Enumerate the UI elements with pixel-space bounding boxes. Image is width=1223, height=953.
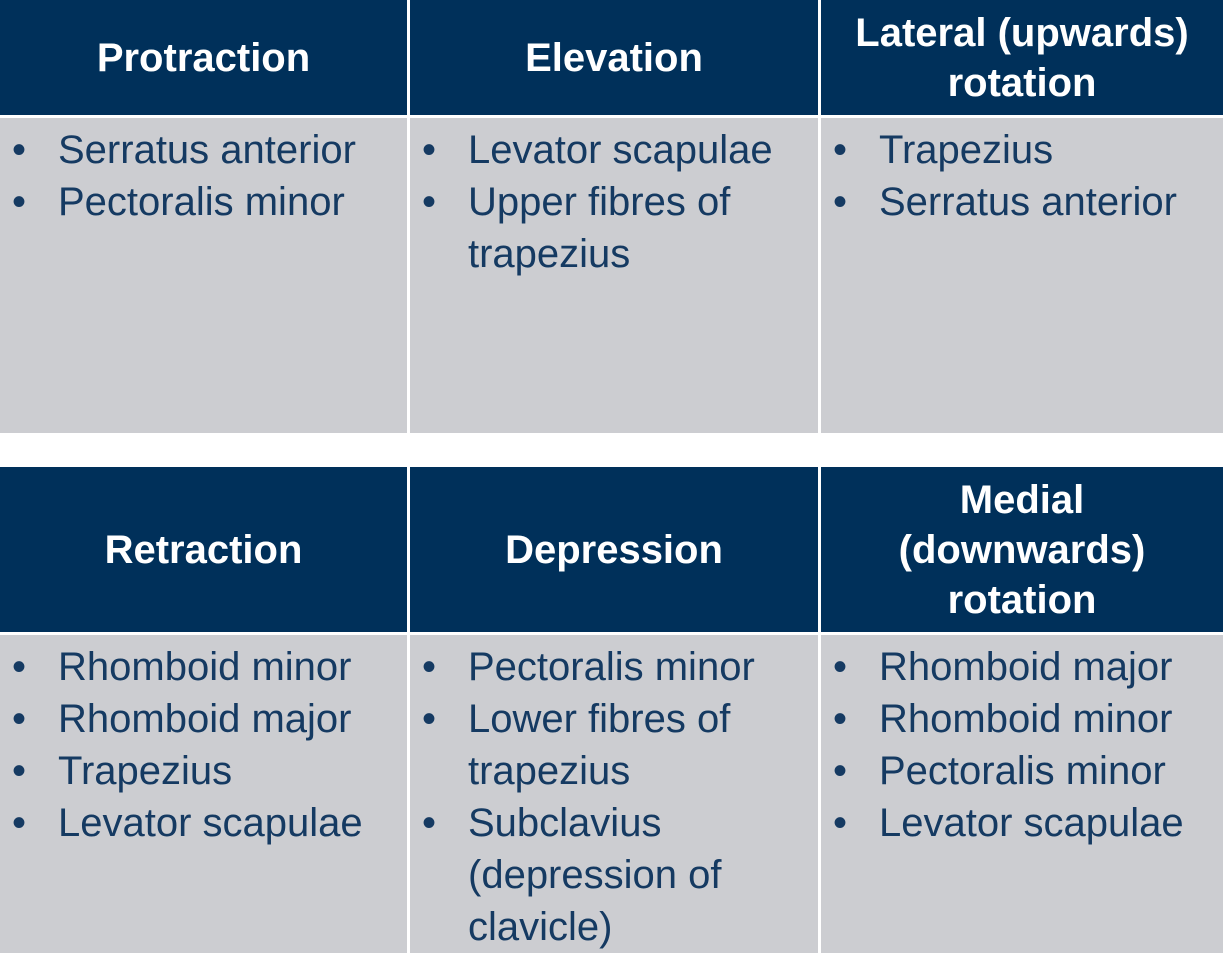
list-item: Pectoralis minor (422, 641, 810, 693)
list-item: Levator scapulae (422, 124, 810, 176)
bullet-list: Pectoralis minorLower fibres of trapeziu… (422, 641, 810, 953)
list-item: Levator scapulae (12, 797, 399, 849)
column-header: Lateral (upwards) rotation (821, 0, 1223, 115)
list-item: Lower fibres of trapezius (422, 693, 810, 797)
muscle-table: Protraction Elevation Lateral (upwards) ro… (0, 0, 1223, 433)
table-cell: Levator scapulaeUpper fibres of trapeziu… (410, 118, 818, 433)
column-header: Elevation (410, 0, 818, 115)
list-item: Rhomboid minor (12, 641, 399, 693)
table-cell: Rhomboid minorRhomboid majorTrapeziusLev… (0, 635, 407, 953)
column-header: Retraction (0, 467, 407, 632)
bullet-list: Rhomboid minorRhomboid majorTrapeziusLev… (12, 641, 399, 849)
column-header: Protraction (0, 0, 407, 115)
table-cell: Pectoralis minorLower fibres of trapeziu… (410, 635, 818, 953)
list-item: Rhomboid major (833, 641, 1215, 693)
list-item: Pectoralis minor (12, 176, 399, 228)
table-cell: Serratus anteriorPectoralis minor (0, 118, 407, 433)
list-item: Pectoralis minor (833, 745, 1215, 797)
muscle-table: Retraction Depression Medial (downwards) r… (0, 467, 1223, 953)
bullet-list: Serratus anteriorPectoralis minor (12, 124, 399, 228)
table-cell: Rhomboid majorRhomboid minorPectoralis m… (821, 635, 1223, 953)
list-item: Subclavius (depression of clavicle) (422, 797, 810, 953)
list-item: Trapezius (833, 124, 1215, 176)
list-item: Levator scapulae (833, 797, 1215, 849)
bullet-list: Levator scapulaeUpper fibres of trapeziu… (422, 124, 810, 280)
list-item: Serratus anterior (833, 176, 1215, 228)
bullet-list: TrapeziusSerratus anterior (833, 124, 1215, 228)
table-cell: TrapeziusSerratus anterior (821, 118, 1223, 433)
column-header: Medial (downwards) rotation (821, 467, 1223, 632)
list-item: Rhomboid major (12, 693, 399, 745)
bullet-list: Rhomboid majorRhomboid minorPectoralis m… (833, 641, 1215, 849)
list-item: Serratus anterior (12, 124, 399, 176)
list-item: Upper fibres of trapezius (422, 176, 810, 280)
list-item: Trapezius (12, 745, 399, 797)
column-header: Depression (410, 467, 818, 632)
list-item: Rhomboid minor (833, 693, 1215, 745)
